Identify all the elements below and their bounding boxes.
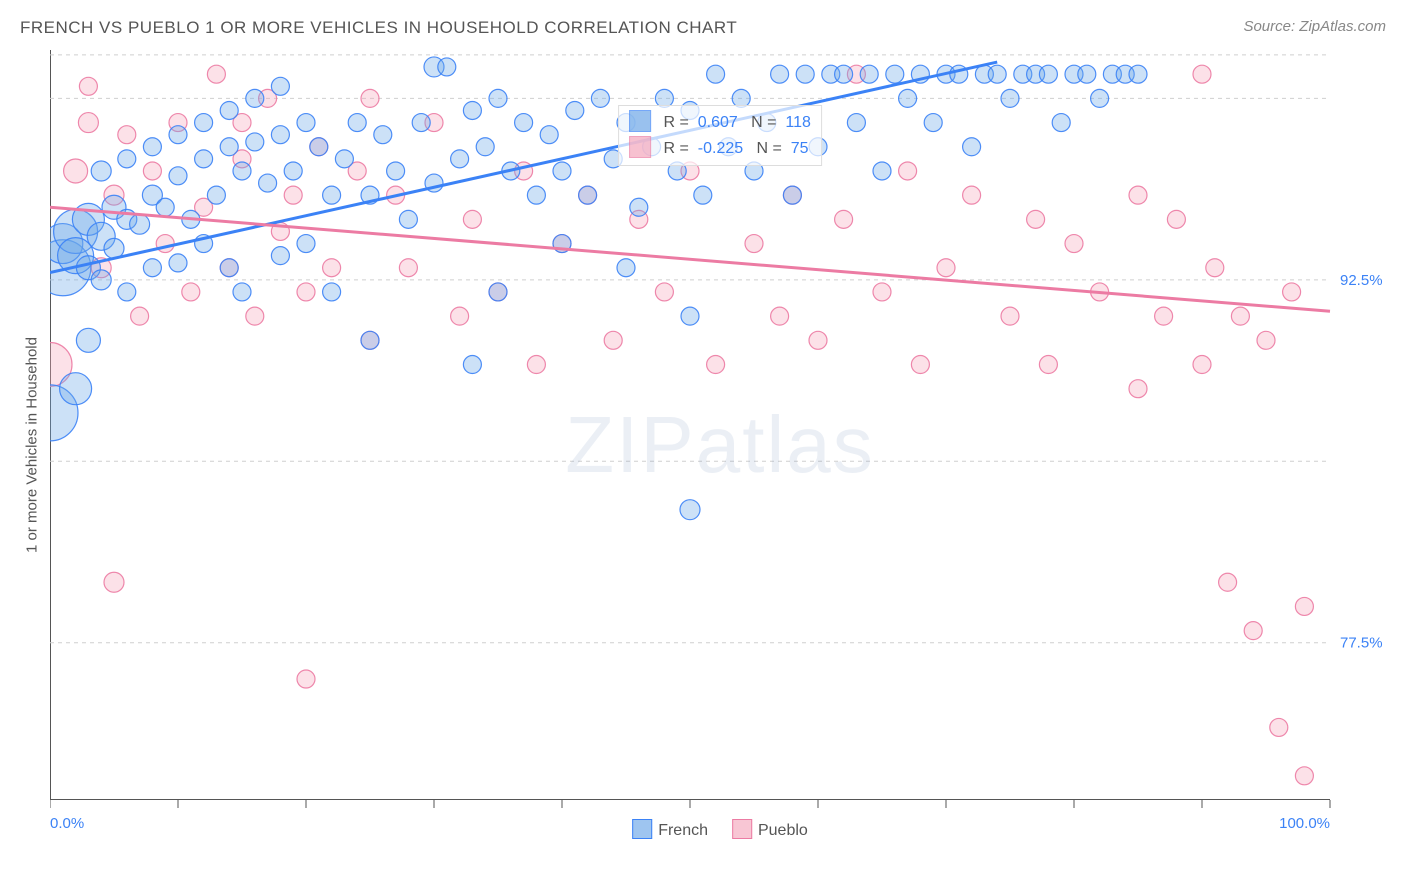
scatter-plot-svg: 77.5% 92.5% 0.0% 100.0% [50, 50, 1390, 840]
correlation-legend: R = 0.607 N = 118 R = -0.225 N = 75 [618, 105, 822, 166]
svg-text:100.0%: 100.0% [1279, 815, 1330, 832]
series-legend: French Pueblo [632, 819, 808, 840]
svg-text:77.5%: 77.5% [1340, 635, 1383, 652]
legend-item-pueblo: Pueblo [732, 819, 808, 840]
svg-text:92.5%: 92.5% [1340, 272, 1383, 289]
y-axis-label: 1 or more Vehicles in Household [24, 337, 41, 553]
chart-container: FRENCH VS PUEBLO 1 OR MORE VEHICLES IN H… [0, 0, 1406, 892]
chart-title: FRENCH VS PUEBLO 1 OR MORE VEHICLES IN H… [20, 18, 737, 38]
plot-area: 1 or more Vehicles in Household 77.5%92.… [50, 50, 1390, 840]
svg-text:0.0%: 0.0% [50, 815, 84, 832]
legend-row-french: R = 0.607 N = 118 [629, 110, 811, 136]
legend-row-pueblo: R = -0.225 N = 75 [629, 136, 811, 162]
legend-item-french: French [632, 819, 708, 840]
source-attribution: Source: ZipAtlas.com [1243, 18, 1386, 35]
